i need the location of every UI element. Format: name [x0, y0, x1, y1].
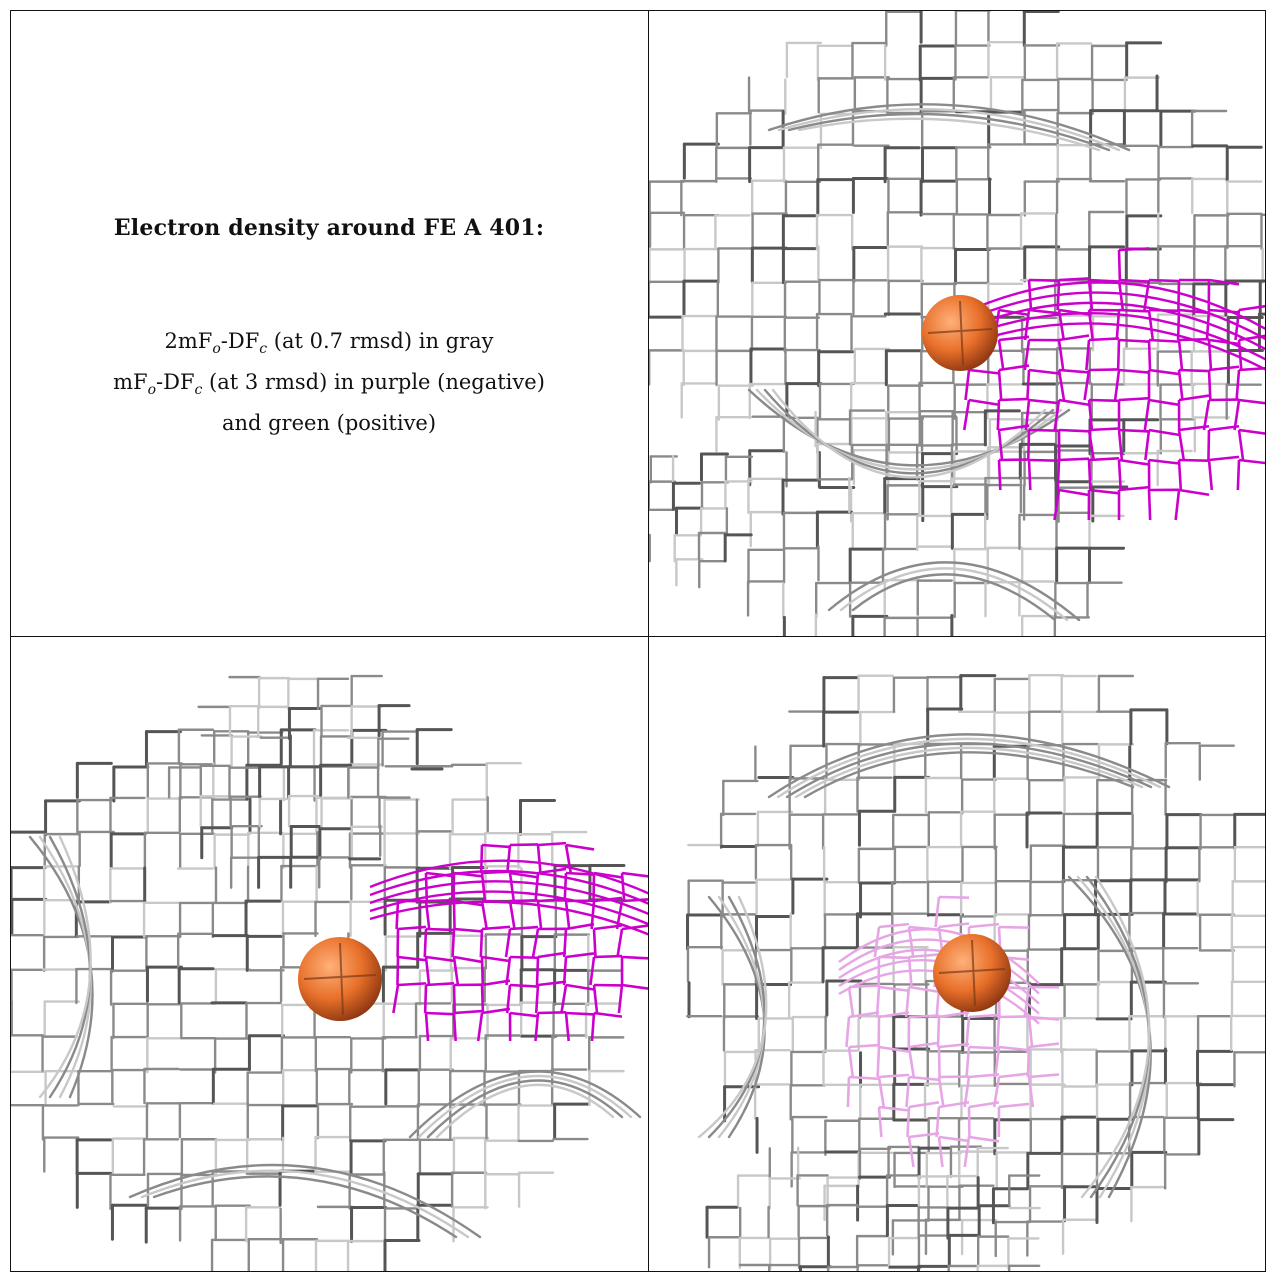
negative-density-mesh	[369, 841, 648, 1042]
legend-panel: Electron density around FE A 401: 2mFo-D…	[10, 10, 648, 636]
mesh-view-3	[686, 673, 1266, 1272]
density-view-1	[649, 10, 1266, 636]
density-view-2	[10, 637, 648, 1272]
figure-grid: Electron density around FE A 401: 2mFo-D…	[10, 10, 1266, 1272]
legend-line-gray: 2mFo-DFc (at 0.7 rmsd) in gray	[164, 329, 494, 358]
mesh-view-1	[649, 10, 1266, 636]
negative-density-mesh	[838, 895, 1060, 1168]
density-view-3	[649, 637, 1266, 1272]
legend-line-green: and green (positive)	[221, 411, 437, 436]
legend-line-purple: mFo-DFc (at 3 rmsd) in purple (negative)	[113, 370, 545, 399]
legend-text: 2mFo-DFc (at 0.7 rmsd) in gray mFo-DFc (…	[10, 325, 648, 440]
figure-title: Electron density around FE A 401:	[113, 215, 545, 241]
mesh-view-2	[10, 674, 648, 1272]
